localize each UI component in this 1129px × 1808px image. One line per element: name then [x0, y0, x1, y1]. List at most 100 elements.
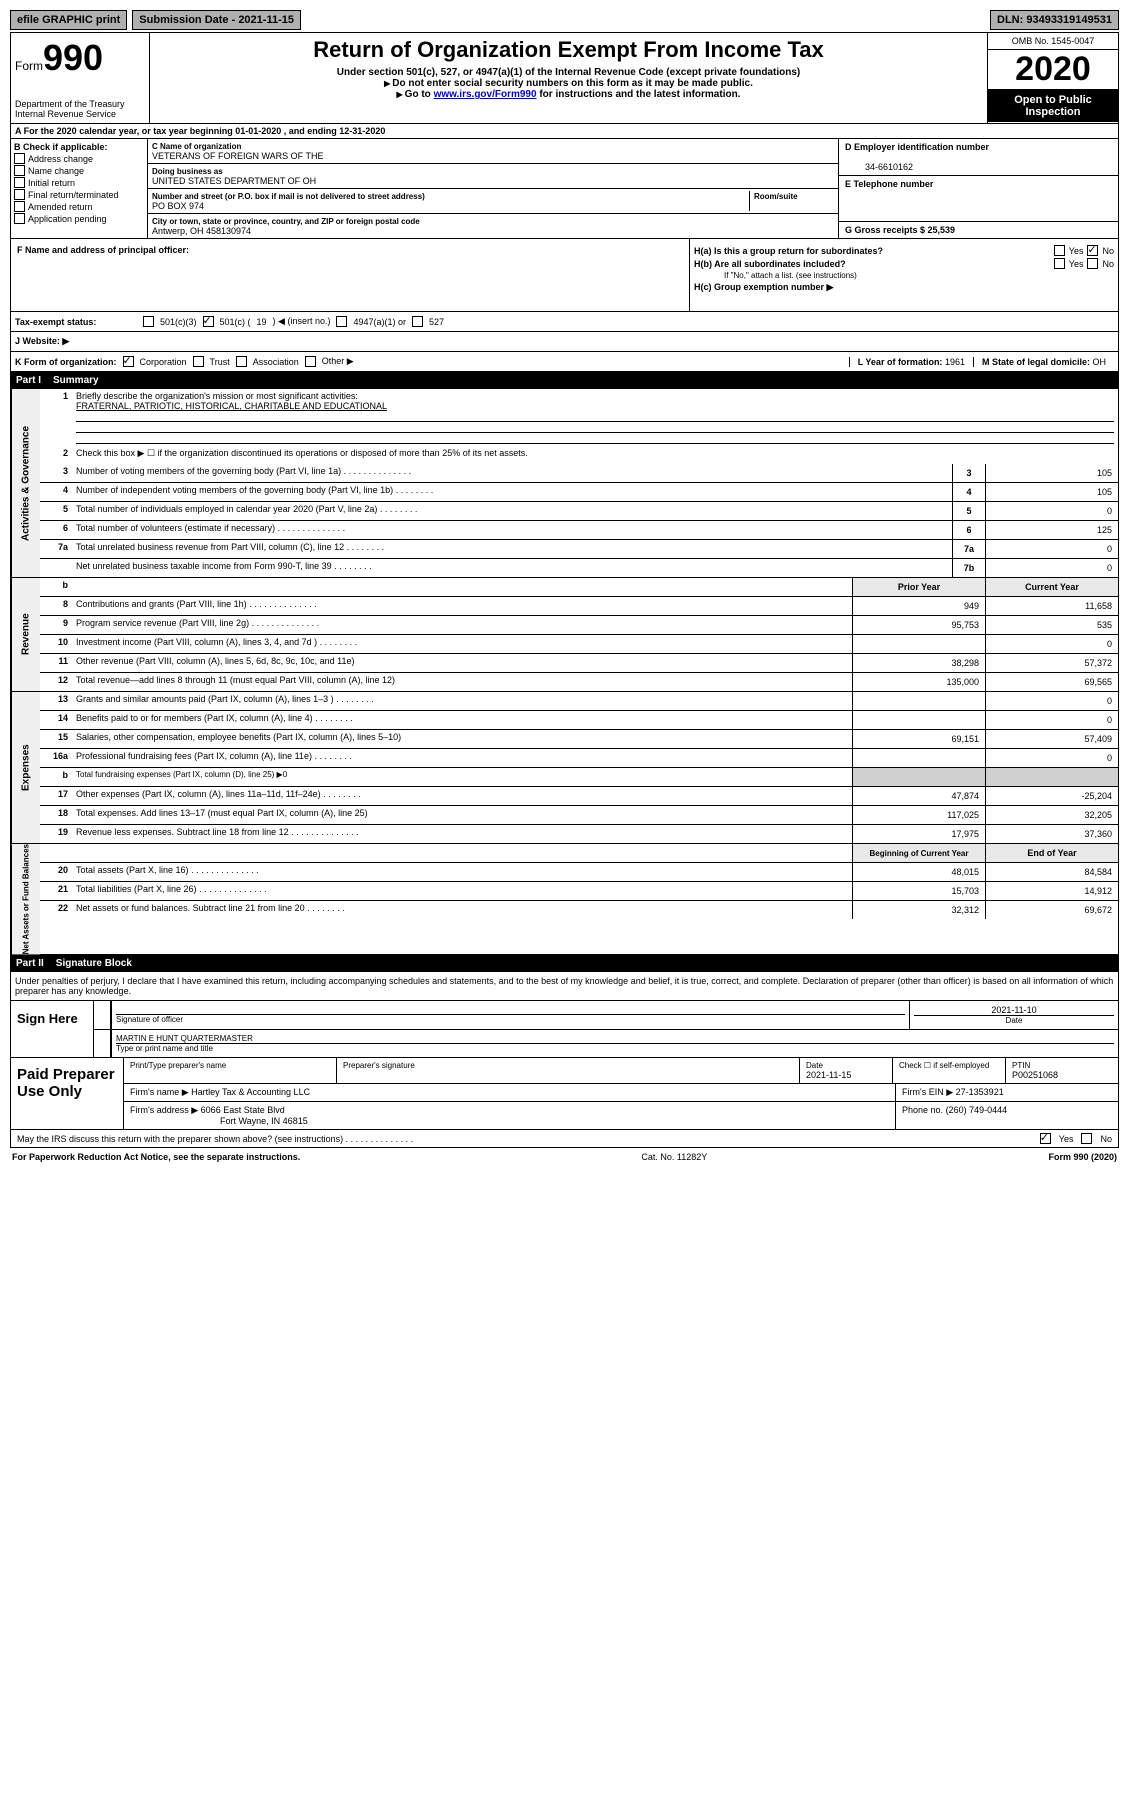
row19-p: 17,975: [852, 825, 985, 843]
room-label: Room/suite: [754, 192, 798, 201]
discuss-no[interactable]: [1081, 1133, 1092, 1144]
curr-year-hdr: Current Year: [985, 578, 1118, 596]
row9-p: 95,753: [852, 616, 985, 634]
submission-date-button[interactable]: Submission Date - 2021-11-15: [132, 10, 301, 30]
paid-preparer-block: Paid Preparer Use Only Print/Type prepar…: [10, 1058, 1119, 1130]
ha-yes[interactable]: [1054, 245, 1065, 256]
chk-name[interactable]: [14, 165, 25, 176]
governance-section: Activities & Governance 1 Briefly descri…: [10, 389, 1119, 578]
expenses-section: Expenses 13Grants and similar amounts pa…: [10, 692, 1119, 844]
officer-label: F Name and address of principal officer:: [17, 245, 189, 255]
row22-c: 69,672: [985, 901, 1118, 919]
gross-receipts: G Gross receipts $ 25,539: [845, 225, 955, 235]
prep-date: 2021-11-15: [806, 1070, 851, 1080]
firm-phone: (260) 749-0444: [946, 1105, 1008, 1115]
row19-desc: Revenue less expenses. Subtract line 18 …: [72, 825, 852, 843]
row19-c: 37,360: [985, 825, 1118, 843]
row11-p: 38,298: [852, 654, 985, 672]
line2-text: Check this box ▶ ☐ if the organization d…: [72, 446, 1118, 464]
form-header: Form990 Department of the Treasury Inter…: [10, 32, 1119, 124]
chk-501c3[interactable]: [143, 316, 154, 327]
row13-desc: Grants and similar amounts paid (Part IX…: [72, 692, 852, 710]
row8-c: 11,658: [985, 597, 1118, 615]
row16a-c: 0: [985, 749, 1118, 767]
hb-no[interactable]: [1087, 258, 1098, 269]
discuss-yes[interactable]: [1040, 1133, 1051, 1144]
paid-label: Paid Preparer Use Only: [11, 1058, 124, 1129]
tax-status-label: Tax-exempt status:: [15, 317, 137, 327]
ein-value: 34-6610162: [845, 162, 913, 172]
row17-desc: Other expenses (Part IX, column (A), lin…: [72, 787, 852, 805]
net-section: Net Assets or Fund Balances Beginning of…: [10, 844, 1119, 955]
row14-c: 0: [985, 711, 1118, 729]
hb-note: If "No," attach a list. (see instruction…: [724, 271, 857, 280]
line4-text: Number of independent voting members of …: [72, 483, 952, 501]
row12-c: 69,565: [985, 673, 1118, 691]
row21-desc: Total liabilities (Part X, line 26): [72, 882, 852, 900]
ha-label: H(a) Is this a group return for subordin…: [694, 246, 883, 256]
line6-text: Total number of volunteers (estimate if …: [72, 521, 952, 539]
block-b: B Check if applicable: Address change Na…: [11, 139, 148, 238]
chk-name-label: Name change: [28, 166, 84, 176]
row9-c: 535: [985, 616, 1118, 634]
row21-c: 14,912: [985, 882, 1118, 900]
page-footer: For Paperwork Reduction Act Notice, see …: [10, 1148, 1119, 1166]
mission-text: FRATERNAL, PATRIOTIC, HISTORICAL, CHARIT…: [76, 401, 387, 411]
dept-label: Department of the Treasury: [15, 99, 125, 109]
chk-initial-label: Initial return: [28, 178, 75, 188]
officer-block: F Name and address of principal officer:…: [10, 239, 1119, 312]
line3-text: Number of voting members of the governin…: [72, 464, 952, 482]
row12-desc: Total revenue—add lines 8 through 11 (mu…: [72, 673, 852, 691]
row16a-desc: Professional fundraising fees (Part IX, …: [72, 749, 852, 767]
tax-year: 2020: [988, 50, 1118, 90]
tax-status-row: Tax-exempt status: 501(c)(3) 501(c) (19)…: [10, 312, 1119, 332]
chk-4947[interactable]: [336, 316, 347, 327]
form-label: Form: [15, 59, 43, 73]
row15-c: 57,409: [985, 730, 1118, 748]
chk-527[interactable]: [412, 316, 423, 327]
firm-ein: 27-1353921: [956, 1087, 1004, 1097]
ptin-value: P00251068: [1012, 1070, 1058, 1080]
val-6: 125: [985, 521, 1118, 539]
website-row: J Website: ▶: [10, 332, 1119, 352]
org-name-label: C Name of organization: [152, 142, 241, 151]
irs-link[interactable]: www.irs.gov/Form990: [434, 89, 537, 100]
goto-pre: Go to: [405, 89, 434, 100]
kform-row: K Form of organization: Corporation Trus…: [10, 352, 1119, 372]
dba-value: UNITED STATES DEPARTMENT OF OH: [152, 176, 316, 186]
side-expenses: Expenses: [11, 692, 40, 843]
no-ssn-text: Do not enter social security numbers on …: [392, 78, 753, 89]
firm-name: Hartley Tax & Accounting LLC: [191, 1087, 310, 1097]
form-title: Return of Organization Exempt From Incom…: [154, 37, 983, 63]
chk-pending[interactable]: [14, 213, 25, 224]
beg-year-hdr: Beginning of Current Year: [852, 844, 985, 862]
chk-initial[interactable]: [14, 177, 25, 188]
row18-desc: Total expenses. Add lines 13–17 (must eq…: [72, 806, 852, 824]
efile-button[interactable]: efile GRAPHIC print: [10, 10, 127, 30]
chk-assoc[interactable]: [236, 356, 247, 367]
chk-501c[interactable]: [203, 316, 214, 327]
row14-desc: Benefits paid to or for members (Part IX…: [72, 711, 852, 729]
val-7a: 0: [985, 540, 1118, 558]
row8-desc: Contributions and grants (Part VIII, lin…: [72, 597, 852, 615]
block-right: D Employer identification number 34-6610…: [838, 139, 1118, 238]
hb-yes[interactable]: [1054, 258, 1065, 269]
ha-no[interactable]: [1087, 245, 1098, 256]
city-value: Antwerp, OH 458130974: [152, 226, 251, 236]
omb-number: OMB No. 1545-0047: [988, 33, 1118, 50]
chk-other[interactable]: [305, 356, 316, 367]
row10-desc: Investment income (Part VIII, column (A)…: [72, 635, 852, 653]
chk-trust[interactable]: [193, 356, 204, 367]
val-3: 105: [985, 464, 1118, 482]
row10-p: [852, 635, 985, 653]
val-5: 0: [985, 502, 1118, 520]
chk-corp[interactable]: [123, 356, 134, 367]
hc-label: H(c) Group exemption number ▶: [694, 282, 833, 293]
chk-final[interactable]: [14, 189, 25, 200]
chk-amended-label: Amended return: [28, 202, 93, 212]
part1-label: Part I: [16, 375, 41, 386]
chk-amended[interactable]: [14, 201, 25, 212]
chk-address[interactable]: [14, 153, 25, 164]
ein-label: D Employer identification number: [845, 142, 989, 152]
goto-post: for instructions and the latest informat…: [537, 89, 741, 100]
